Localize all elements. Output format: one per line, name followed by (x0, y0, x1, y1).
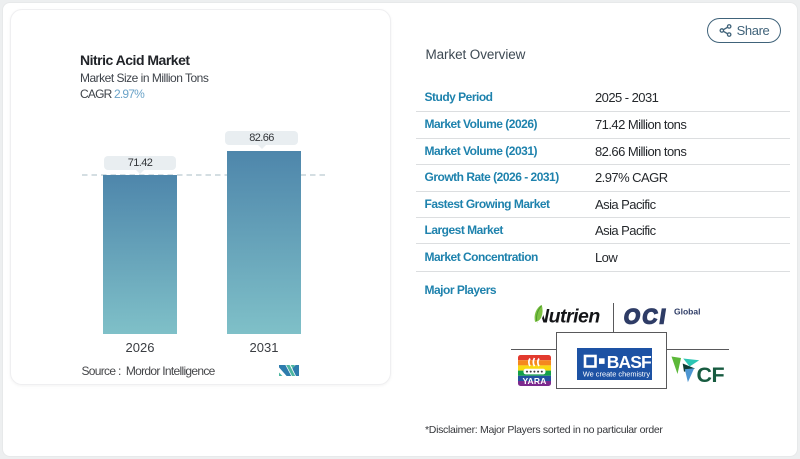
svg-text:Nutrien: Nutrien (535, 306, 600, 328)
svg-text:We create chemistry: We create chemistry (583, 370, 651, 379)
svg-text:BASF: BASF (607, 352, 652, 372)
svg-text:OCI: OCI (622, 306, 669, 327)
svg-text:Global: Global (674, 307, 700, 317)
svg-text:YARA: YARA (522, 376, 546, 386)
svg-text:CF: CF (697, 363, 725, 383)
